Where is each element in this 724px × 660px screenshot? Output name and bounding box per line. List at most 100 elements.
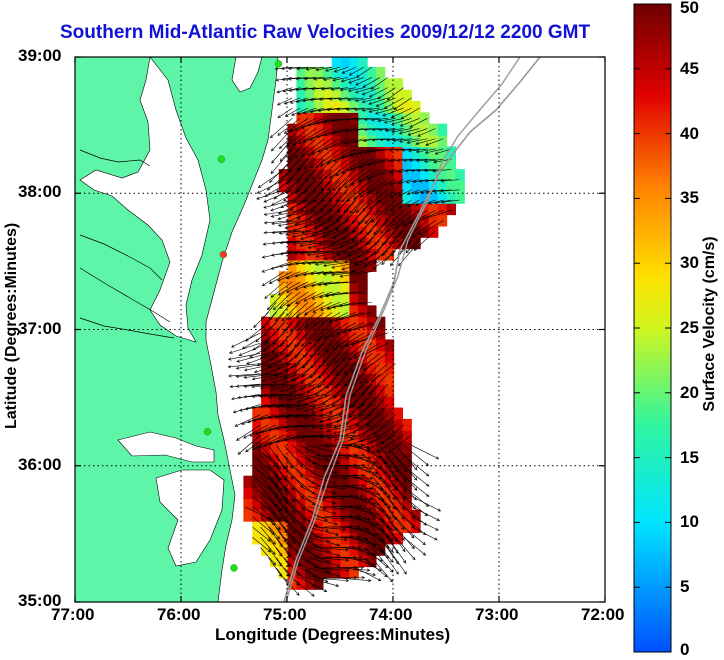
velocity-cell [314,407,324,420]
velocity-cell [375,203,386,216]
velocity-vector [333,148,364,162]
velocity-cell [375,475,386,488]
velocity-vector [320,148,349,167]
velocity-cell [428,135,439,147]
velocity-vector [301,138,325,157]
velocity-vector [366,404,388,427]
velocity-vector [323,250,356,260]
velocity-cell [340,294,351,306]
velocity-cell [455,169,465,182]
velocity-cell [340,237,351,250]
velocity-cell [305,237,315,250]
velocity-vector [304,404,333,412]
velocity-cell [305,66,315,79]
velocity-vector [318,342,341,369]
velocity-vector [276,486,296,514]
velocity-vector [270,209,301,218]
velocity-cell [384,191,395,204]
velocity-vector [324,138,356,150]
velocity-cell [243,487,253,499]
velocity-vector [338,301,372,308]
velocity-cell [349,396,359,409]
velocity-cell [393,157,404,170]
velocity-cell [367,328,377,341]
velocity-vector [339,557,370,562]
velocity-cell [340,89,351,102]
velocity-cell [349,66,359,79]
velocity-vector [359,363,380,384]
velocity-cell [314,441,324,454]
james-river [79,317,175,339]
velocity-cell [314,66,324,79]
velocity-vector [325,66,341,72]
velocity-vector [303,210,333,228]
velocity-cell [261,521,271,534]
velocity-cell [305,259,315,272]
velocity-cell [349,487,359,499]
velocity-vector [262,312,277,329]
velocity-vector [294,322,317,348]
velocity-cell [322,100,333,113]
velocity-cell [428,169,439,182]
velocity-vector [270,261,301,270]
velocity-vector [332,576,366,580]
velocity-cell [340,78,351,91]
velocity-cell [261,407,271,420]
velocity-cell [314,169,324,182]
velocity-cell [446,180,457,193]
velocity-cell [367,543,377,556]
velocity-cell [331,157,342,170]
velocity-cell [252,430,262,443]
velocity-cell [384,475,395,488]
velocity-vector [354,128,372,132]
velocity-vector [300,557,330,573]
velocity-vector [332,545,362,549]
velocity-cell [375,66,386,79]
velocity-cell [420,157,430,170]
velocity-cell [322,214,333,227]
velocity-vector [300,577,328,592]
velocity-vector [300,567,329,583]
velocity-cell [393,418,404,431]
velocity-cell [375,339,386,352]
velocity-vector [326,404,357,420]
velocity-cell [252,418,262,431]
velocity-vector [322,281,356,286]
velocity-vector [277,393,309,400]
velocity-vector [287,393,317,402]
velocity-cell [331,305,342,318]
velocity-vector [316,445,350,450]
velocity-cell [375,225,386,238]
velocity-vector [365,363,388,384]
velocity-cell [367,362,377,375]
velocity-cell [349,362,359,375]
velocity-vector [316,128,349,139]
velocity-cell [349,498,359,511]
velocity-cell [393,430,404,443]
velocity-vector [252,526,271,542]
velocity-cell [296,430,306,443]
radar-station-marker [219,250,228,259]
velocity-vector [288,148,309,173]
velocity-vector [311,138,341,155]
velocity-cell [367,396,377,409]
y-tick-label: 37:00 [18,318,62,338]
velocity-cell [420,214,430,227]
velocity-cell [305,373,315,386]
velocity-vector [346,117,364,122]
velocity-cell [278,169,289,182]
velocity-vector [391,118,412,126]
velocity-cell [314,203,324,216]
velocity-vector [297,312,317,332]
velocity-vector [371,127,388,132]
velocity-cell [305,407,315,420]
velocity-vector [418,220,444,236]
velocity-vector [279,322,301,347]
velocity-vector [369,383,388,406]
y-axis-label: Latitude (Degrees:Minutes) [3,222,20,429]
velocity-cell [287,203,298,216]
velocity-vector [260,496,282,522]
velocity-cell [384,89,395,102]
velocity-cell [252,521,262,534]
velocity-cell [287,305,298,318]
